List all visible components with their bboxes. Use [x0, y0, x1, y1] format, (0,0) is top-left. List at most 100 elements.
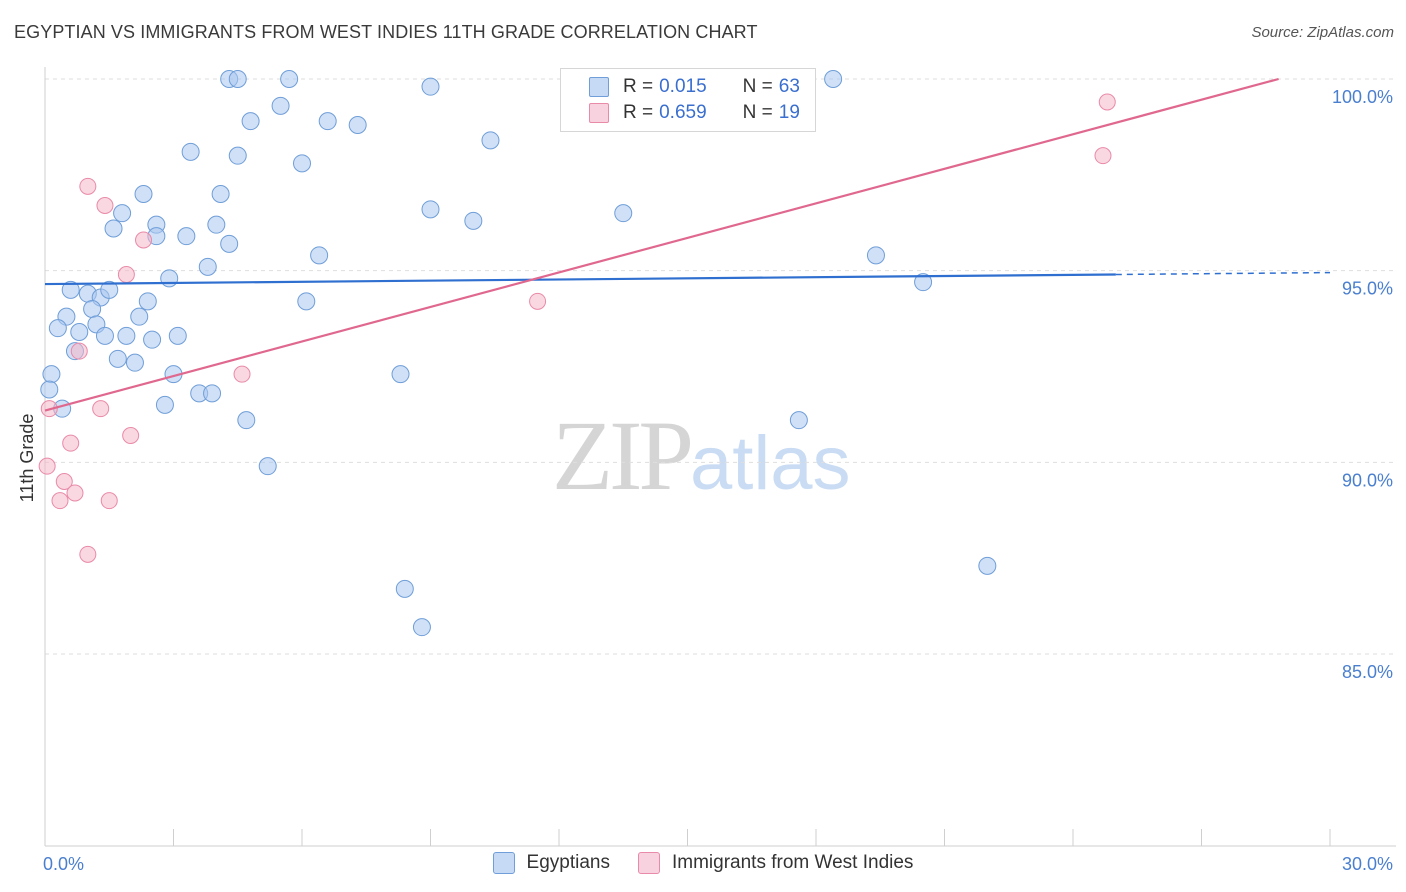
- point-west-indies[interactable]: [79, 545, 97, 563]
- point-egyptians[interactable]: [789, 411, 808, 430]
- point-west-indies[interactable]: [1094, 147, 1112, 165]
- point-egyptians[interactable]: [271, 96, 290, 115]
- point-west-indies[interactable]: [38, 457, 56, 475]
- legend-n-label: N =: [742, 76, 773, 97]
- point-egyptians[interactable]: [203, 384, 222, 403]
- point-egyptians[interactable]: [113, 204, 132, 223]
- point-egyptians[interactable]: [125, 353, 144, 372]
- point-egyptians[interactable]: [866, 246, 885, 265]
- point-egyptians[interactable]: [348, 116, 367, 134]
- legend-r-value: 0.659: [659, 102, 707, 123]
- point-egyptians[interactable]: [211, 185, 230, 203]
- point-egyptians[interactable]: [177, 227, 196, 246]
- point-west-indies[interactable]: [70, 342, 88, 360]
- point-egyptians[interactable]: [181, 142, 200, 161]
- point-egyptians[interactable]: [143, 330, 162, 349]
- point-egyptians[interactable]: [117, 326, 136, 345]
- point-egyptians[interactable]: [395, 579, 414, 598]
- point-egyptians[interactable]: [95, 326, 114, 345]
- chart-title: EGYPTIAN VS IMMIGRANTS FROM WEST INDIES …: [14, 22, 758, 42]
- point-egyptians[interactable]: [198, 257, 217, 276]
- point-egyptians[interactable]: [70, 323, 89, 341]
- legend-swatch-west-indies: [638, 852, 660, 874]
- point-egyptians[interactable]: [100, 280, 119, 299]
- legend-item-egyptians[interactable]: Egyptians: [492, 852, 610, 874]
- point-egyptians[interactable]: [61, 280, 80, 299]
- point-egyptians[interactable]: [293, 154, 311, 173]
- point-egyptians[interactable]: [138, 292, 157, 311]
- point-egyptians[interactable]: [168, 326, 187, 345]
- point-west-indies[interactable]: [51, 492, 69, 510]
- source-label: Source: ZipAtlas.com: [1251, 24, 1394, 41]
- point-egyptians[interactable]: [978, 556, 997, 575]
- axes: [44, 67, 1396, 847]
- legend-n-label: N =: [742, 102, 773, 123]
- gridlines: [45, 78, 1396, 655]
- y-axis-title: 11th Grade: [17, 414, 37, 503]
- legend-r-value: 0.015: [659, 76, 707, 97]
- series-legend: Egyptians Immigrants from West Indies: [0, 852, 1406, 874]
- point-egyptians[interactable]: [83, 300, 102, 318]
- correlation-legend: R = 0.015 N = 63 R = 0.659 N = 19: [560, 68, 816, 132]
- point-west-indies[interactable]: [135, 231, 153, 249]
- trend-line-egyptians-extension: [1115, 271, 1331, 276]
- point-egyptians[interactable]: [160, 269, 179, 288]
- point-egyptians[interactable]: [310, 246, 329, 265]
- point-egyptians[interactable]: [280, 70, 299, 88]
- point-egyptians[interactable]: [228, 146, 247, 165]
- point-west-indies[interactable]: [100, 492, 118, 510]
- point-egyptians[interactable]: [481, 131, 500, 150]
- point-egyptians[interactable]: [130, 307, 149, 326]
- point-west-indies[interactable]: [66, 484, 84, 502]
- x-tick-label: 0.0%: [43, 854, 84, 874]
- point-egyptians[interactable]: [614, 204, 633, 223]
- point-egyptians[interactable]: [48, 319, 67, 338]
- y-tick-label: 95.0%: [1342, 279, 1393, 299]
- point-egyptians[interactable]: [391, 365, 410, 384]
- trend-line-west-indies: [44, 77, 1279, 412]
- point-egyptians[interactable]: [412, 618, 431, 637]
- point-west-indies[interactable]: [62, 434, 80, 452]
- legend-n-value: 63: [778, 76, 800, 97]
- point-egyptians[interactable]: [42, 365, 61, 384]
- point-egyptians[interactable]: [155, 395, 174, 414]
- y-tick-labels: 100.0% 95.0% 90.0% 85.0%: [1332, 87, 1393, 682]
- watermark: ZIPatlas: [552, 398, 851, 513]
- point-west-indies[interactable]: [1098, 93, 1116, 111]
- point-egyptians[interactable]: [824, 70, 843, 88]
- point-egyptians[interactable]: [104, 219, 123, 238]
- point-egyptians[interactable]: [134, 185, 153, 203]
- x-tick-labels: 0.0% 30.0%: [43, 854, 1393, 874]
- point-west-indies[interactable]: [55, 473, 73, 490]
- point-egyptians[interactable]: [228, 70, 247, 88]
- point-egyptians[interactable]: [108, 349, 127, 368]
- point-egyptians[interactable]: [297, 292, 316, 311]
- point-west-indies[interactable]: [117, 266, 135, 283]
- point-west-indies[interactable]: [529, 292, 547, 310]
- point-egyptians[interactable]: [318, 112, 337, 131]
- trend-line-egyptians: [44, 273, 1116, 286]
- legend-item-west-indies[interactable]: Immigrants from West Indies: [638, 852, 913, 874]
- legend-row-west-indies: R = 0.659 N = 19: [589, 101, 800, 125]
- point-egyptians[interactable]: [421, 200, 440, 219]
- x-ticks: [44, 829, 1331, 846]
- point-egyptians[interactable]: [237, 411, 256, 430]
- point-egyptians[interactable]: [914, 273, 933, 292]
- point-egyptians[interactable]: [241, 112, 260, 131]
- point-egyptians[interactable]: [207, 215, 226, 234]
- legend-label-west-indies: Immigrants from West Indies: [672, 852, 914, 873]
- point-egyptians[interactable]: [464, 211, 483, 230]
- point-west-indies[interactable]: [233, 365, 251, 383]
- point-west-indies[interactable]: [92, 400, 110, 418]
- point-egyptians[interactable]: [421, 77, 440, 96]
- watermark-zip: ZIP: [552, 400, 694, 511]
- point-west-indies[interactable]: [96, 197, 114, 214]
- y-tick-label: 100.0%: [1332, 87, 1393, 107]
- legend-label-egyptians: Egyptians: [526, 852, 610, 873]
- point-egyptians[interactable]: [40, 380, 59, 399]
- point-west-indies[interactable]: [122, 427, 140, 444]
- point-west-indies[interactable]: [79, 177, 97, 195]
- point-egyptians[interactable]: [258, 457, 277, 476]
- legend-n-value: 19: [778, 102, 800, 123]
- point-egyptians[interactable]: [220, 234, 239, 253]
